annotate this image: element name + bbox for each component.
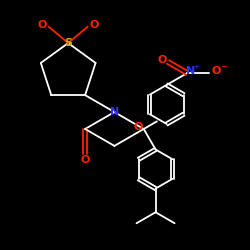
Text: N: N	[186, 66, 195, 76]
Text: O: O	[211, 66, 221, 76]
Text: N: N	[110, 107, 119, 117]
Text: S: S	[64, 38, 72, 48]
Text: −: −	[220, 62, 227, 72]
Text: O: O	[80, 156, 90, 166]
Text: O: O	[89, 20, 99, 30]
Text: O: O	[157, 55, 167, 65]
Text: O: O	[38, 20, 47, 30]
Text: O: O	[134, 122, 143, 132]
Text: +: +	[194, 64, 200, 70]
